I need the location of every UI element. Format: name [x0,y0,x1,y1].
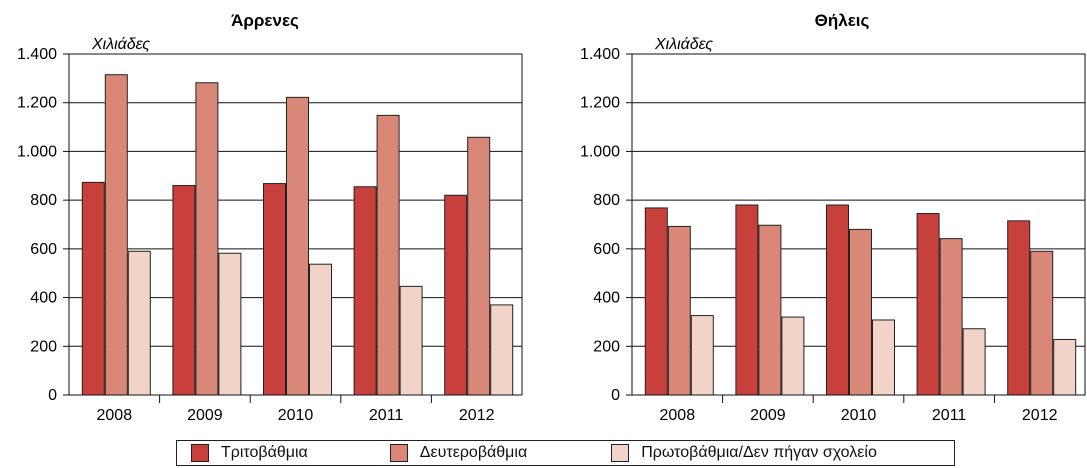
male-bar-2012-s0 [444,194,468,396]
male-bar-2009-s2 [218,252,242,396]
female-ytick-label: 200 [593,338,620,355]
male-bar-2012-s2 [490,304,514,396]
female-bar-2009-s2 [781,316,805,396]
male-bar-2009-s1 [195,82,219,396]
female-bar-2011-s1 [939,238,963,396]
female-bar-2010-s1 [849,228,872,396]
male-ytick-label: 200 [30,338,57,355]
male-bar-2011-s2 [399,285,423,396]
male-bar-2010-s0 [263,183,286,396]
female-xtick-label: 2008 [660,407,696,424]
male-xtick-label: 2011 [369,407,404,424]
male-xtick-label: 2008 [97,407,133,424]
legend-label-tertiary: Τριτοβάθμια [221,444,308,461]
male-bar-2010-s1 [286,96,309,396]
male-unit-label: Χιλιάδες [91,36,150,53]
female-ytick-label: 0 [611,387,620,404]
female-xtick-label: 2009 [750,407,786,424]
male-ytick-label: 800 [30,192,57,209]
female-bar-2012-s0 [1007,220,1031,396]
male-ytick-label: 400 [30,290,57,307]
male-bar-2008-s0 [81,181,105,396]
male-ytick-label: 600 [30,241,57,258]
female-bar-2008-s2 [690,315,714,396]
female-bar-2010-s0 [826,204,849,396]
male-chart-title: Άρρενες [231,11,299,30]
female-ytick-label: 600 [593,241,620,258]
male-ytick-label: 1.400 [17,46,57,63]
female-xtick-label: 2010 [841,407,877,424]
male-xtick-label: 2012 [459,407,495,424]
female-bar-2012-s2 [1053,338,1077,396]
female-bar-2011-s0 [916,213,940,396]
male-bar-2008-s2 [127,250,151,396]
male-bar-2012-s1 [467,136,491,396]
male-ytick-label: 1.200 [17,95,57,112]
male-bar-2011-s1 [376,114,400,396]
male-ytick-label: 1.000 [17,143,57,160]
female-bar-2012-s1 [1030,250,1054,396]
legend-label-secondary: Δευτεροβάθμια [419,444,528,461]
female-bar-2011-s2 [962,328,986,396]
male-xtick-label: 2009 [187,407,223,424]
female-ytick-label: 1.000 [580,143,620,160]
male-bar-2010-s2 [309,263,332,396]
female-xtick-label: 2011 [932,407,967,424]
female-ytick-label: 1.200 [580,95,620,112]
female-bar-2010-s2 [872,319,895,396]
male-plot-frame [68,53,523,396]
male-bar-2009-s0 [172,185,196,396]
female-ytick-label: 1.400 [580,46,620,63]
legend-swatch-secondary [389,444,408,462]
male-xtick-label: 2010 [278,407,314,424]
legend-item-tertiary: Τριτοβάθμια [191,444,308,462]
legend-swatch-primary [611,444,630,462]
female-bar-2009-s1 [758,224,782,396]
female-ytick-label: 800 [593,192,620,209]
female-plot-frame [631,53,1086,396]
male-bar-2011-s0 [353,186,377,396]
male-bar-2008-s1 [104,74,128,396]
legend-item-primary: Πρωτοβάθμια/Δεν πήγαν σχολείο [611,444,877,462]
female-bar-2009-s0 [735,204,759,396]
female-unit-label: Χιλιάδες [654,36,713,53]
legend-swatch-tertiary [191,444,209,462]
chart-legend: Τριτοβάθμια Δευτεροβάθμια Πρωτοβάθμια/Δε… [176,440,955,466]
female-ytick-label: 400 [593,290,620,307]
female-bar-2008-s0 [644,207,668,396]
female-bar-2008-s1 [667,225,691,396]
female-chart-title: Θήλεις [815,11,870,30]
male-ytick-label: 0 [48,387,57,404]
legend-label-primary: Πρωτοβάθμια/Δεν πήγαν σχολείο [641,444,877,461]
legend-item-secondary: Δευτεροβάθμια [389,444,528,462]
female-xtick-label: 2012 [1022,407,1058,424]
